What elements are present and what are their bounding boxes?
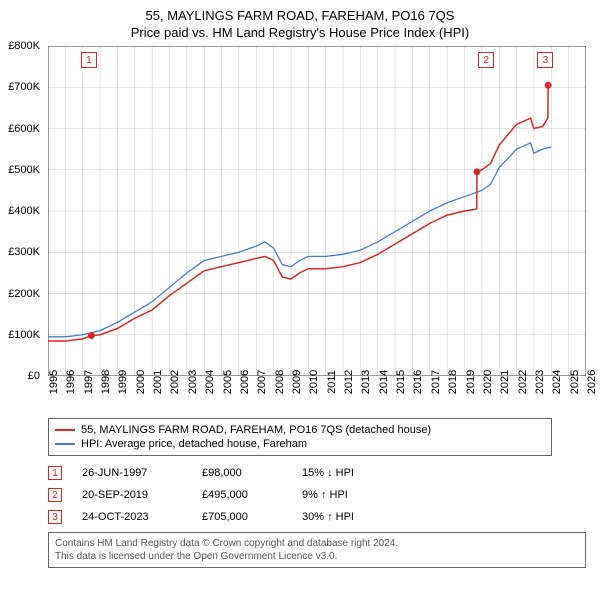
y-tick-label: £400K bbox=[8, 205, 40, 217]
x-tick-label: 2006 bbox=[239, 370, 251, 394]
x-tick-label: 2010 bbox=[308, 370, 320, 394]
legend-swatch bbox=[55, 429, 75, 431]
event-row: 1 26-JUN-1997 £98,000 15% ↓ HPI bbox=[48, 462, 552, 484]
x-tick-label: 2003 bbox=[187, 370, 199, 394]
y-axis-labels: £0£100K£200K£300K£400K£500K£600K£700K£80… bbox=[4, 46, 44, 376]
chart-container: { "title": "55, MAYLINGS FARM ROAD, FARE… bbox=[0, 0, 600, 590]
x-tick-label: 2009 bbox=[291, 370, 303, 394]
x-tick-label: 2020 bbox=[482, 370, 494, 394]
event-row: 2 20-SEP-2019 £495,000 9% ↑ HPI bbox=[48, 484, 552, 506]
event-date: 20-SEP-2019 bbox=[82, 489, 182, 501]
events-table: 1 26-JUN-1997 £98,000 15% ↓ HPI 2 20-SEP-2019… bbox=[48, 462, 552, 528]
event-date: 26-JUN-1997 bbox=[82, 467, 182, 479]
x-tick-label: 2014 bbox=[378, 370, 390, 394]
y-tick-label: £600K bbox=[8, 123, 40, 135]
legend-label: 55, MAYLINGS FARM ROAD, FAREHAM, PO16 7Q… bbox=[81, 424, 431, 436]
x-tick-label: 1995 bbox=[48, 370, 60, 394]
x-tick-label: 2007 bbox=[256, 370, 268, 394]
event-marker: 1 bbox=[48, 466, 62, 480]
y-tick-label: £500K bbox=[8, 164, 40, 176]
y-tick-label: £0 bbox=[28, 370, 40, 382]
event-marker: 3 bbox=[48, 510, 62, 524]
x-tick-label: 1997 bbox=[83, 370, 95, 394]
y-tick-label: £300K bbox=[8, 246, 40, 258]
event-price: £495,000 bbox=[202, 489, 282, 501]
event-row: 3 24-OCT-2023 £705,000 30% ↑ HPI bbox=[48, 506, 552, 528]
chart-marker-label: 3 bbox=[537, 52, 553, 68]
footer-line2: This data is licensed under the Open Gov… bbox=[55, 550, 579, 563]
footer-line1: Contains HM Land Registry data © Crown c… bbox=[55, 537, 579, 550]
y-tick-label: £200K bbox=[8, 288, 40, 300]
chart-title: 55, MAYLINGS FARM ROAD, FAREHAM, PO16 7Q… bbox=[0, 0, 600, 23]
chart-marker-label: 1 bbox=[81, 52, 97, 68]
event-diff: 9% ↑ HPI bbox=[302, 489, 402, 501]
x-tick-label: 2019 bbox=[465, 370, 477, 394]
x-tick-label: 2008 bbox=[274, 370, 286, 394]
x-tick-label: 2000 bbox=[135, 370, 147, 394]
x-tick-label: 2002 bbox=[169, 370, 181, 394]
legend-label: HPI: Average price, detached house, Fare… bbox=[81, 438, 307, 450]
attribution-footer: Contains HM Land Registry data © Crown c… bbox=[48, 532, 586, 568]
x-tick-label: 2016 bbox=[412, 370, 424, 394]
x-tick-label: 2004 bbox=[204, 370, 216, 394]
x-tick-label: 1999 bbox=[117, 370, 129, 394]
x-tick-label: 2022 bbox=[517, 370, 529, 394]
legend-item: 55, MAYLINGS FARM ROAD, FAREHAM, PO16 7Q… bbox=[55, 423, 545, 437]
x-tick-label: 2011 bbox=[326, 370, 338, 394]
x-tick-label: 2013 bbox=[360, 370, 372, 394]
event-diff: 15% ↓ HPI bbox=[302, 467, 402, 479]
x-tick-label: 2015 bbox=[395, 370, 407, 394]
x-tick-label: 2018 bbox=[447, 370, 459, 394]
event-price: £98,000 bbox=[202, 467, 282, 479]
legend: 55, MAYLINGS FARM ROAD, FAREHAM, PO16 7Q… bbox=[48, 418, 552, 456]
chart-marker-label: 2 bbox=[478, 52, 494, 68]
legend-item: HPI: Average price, detached house, Fare… bbox=[55, 437, 545, 451]
y-tick-label: £800K bbox=[8, 40, 40, 52]
legend-swatch bbox=[55, 443, 75, 445]
event-marker: 2 bbox=[48, 488, 62, 502]
x-tick-label: 2026 bbox=[586, 370, 598, 394]
event-price: £705,000 bbox=[202, 511, 282, 523]
chart-subtitle: Price paid vs. HM Land Registry's House … bbox=[0, 23, 600, 46]
x-tick-label: 2005 bbox=[222, 370, 234, 394]
x-tick-label: 2021 bbox=[499, 370, 511, 394]
event-diff: 30% ↑ HPI bbox=[302, 511, 402, 523]
x-tick-label: 2012 bbox=[343, 370, 355, 394]
x-tick-label: 2025 bbox=[569, 370, 581, 394]
x-tick-label: 2023 bbox=[534, 370, 546, 394]
y-tick-label: £100K bbox=[8, 329, 40, 341]
event-date: 24-OCT-2023 bbox=[82, 511, 182, 523]
x-tick-label: 1998 bbox=[100, 370, 112, 394]
x-axis-labels: 1995199619971998199920002001200220032004… bbox=[48, 376, 586, 414]
x-tick-label: 2024 bbox=[551, 370, 563, 394]
x-tick-label: 2001 bbox=[152, 370, 164, 394]
line-chart-svg bbox=[48, 46, 586, 376]
x-tick-label: 1996 bbox=[65, 370, 77, 394]
y-tick-label: £700K bbox=[8, 81, 40, 93]
x-tick-label: 2017 bbox=[430, 370, 442, 394]
chart-area: £0£100K£200K£300K£400K£500K£600K£700K£80… bbox=[48, 46, 586, 376]
